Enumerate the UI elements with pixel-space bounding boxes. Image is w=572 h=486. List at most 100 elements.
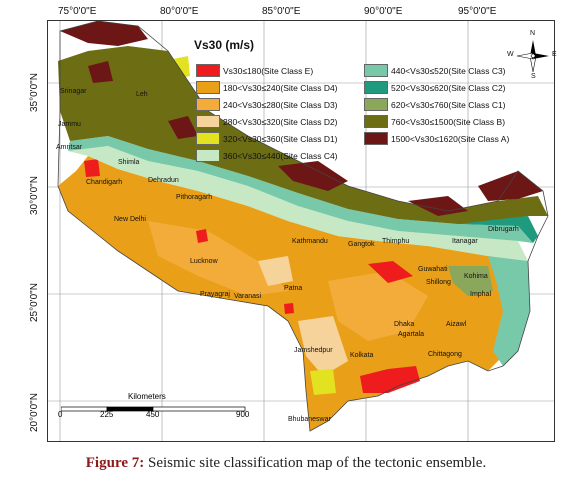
map-frame: Srinagar Leh Jammu Amritsar Shimla Chand… [47, 20, 555, 442]
region-c3-ne [488, 256, 530, 366]
city-amritsar: Amritsar [56, 144, 83, 151]
legend-label: 1500<Vs30≤1620(Site Class A) [391, 133, 510, 144]
region-e-punjab [84, 159, 100, 177]
legend-label: 440<Vs30≤520(Site Class C3) [391, 65, 506, 76]
legend-label: 320<Vs30≤360(Site Class D1) [223, 133, 338, 144]
legend-item-e: Vs30≤180(Site Class E) [196, 64, 313, 77]
city-itanagar: Itanagar [452, 238, 478, 245]
legend-swatch [364, 98, 388, 111]
legend-item-c2: 520<Vs30≤620(Site Class C2) [364, 81, 506, 94]
legend-label: 620<Vs30≤760(Site Class C1) [391, 99, 506, 110]
region-d4-plain [58, 156, 528, 431]
lat-label-30: 30°0'0"N [29, 176, 40, 215]
legend-item-c4: 360<Vs30≤440(Site Class C4) [196, 149, 338, 162]
city-patna: Patna [284, 285, 303, 292]
lat-label-25: 25°0'0"N [29, 283, 40, 322]
city-kohima: Kohima [464, 273, 488, 280]
legend-swatch [364, 115, 388, 128]
city-new-delhi: New Delhi [114, 216, 146, 223]
city-lucknow: Lucknow [190, 258, 218, 265]
region-e-delhi [196, 229, 208, 243]
legend-label: 520<Vs30≤620(Site Class C2) [391, 82, 506, 93]
region-d2 [298, 316, 348, 376]
region-b-himalaya [58, 46, 548, 224]
city-thimphu: Thimphu [382, 238, 410, 245]
legend-label: 280<Vs30≤320(Site Class D2) [223, 116, 338, 127]
legend-item-d4: 180<Vs30≤240(Site Class D4) [196, 81, 338, 94]
legend-swatch [364, 132, 388, 145]
lon-label-85: 85°0'0"E [262, 6, 301, 17]
city-shimla: Shimla [118, 159, 140, 166]
lon-label-80: 80°0'0"E [160, 6, 199, 17]
city-dibrugarh: Dibrugarh [488, 226, 519, 233]
region-a-himachal [168, 116, 198, 139]
scale-tick-450: 450 [146, 410, 160, 419]
city-kathmandu: Kathmandu [292, 238, 328, 245]
caption-label: Figure 7: [85, 455, 145, 471]
legend-label: 760<Vs30≤1500(Site Class B) [391, 116, 506, 127]
city-chandigarh: Chandigarh [86, 179, 123, 186]
scale-tick-900: 900 [236, 410, 250, 419]
compass-n: N [530, 30, 536, 37]
legend-swatch [364, 64, 388, 77]
region-e-bihar [284, 303, 294, 314]
legend-swatch [196, 64, 220, 77]
city-dhaka: Dhaka [394, 321, 415, 328]
city-prayagraj: Prayagraj [200, 291, 230, 298]
legend-swatch [196, 81, 220, 94]
legend-title: Vs30 (m/s) [194, 38, 255, 52]
city-kolkata: Kolkata [350, 352, 374, 359]
scale-title: Kilometers [128, 392, 166, 401]
city-chittagong: Chittagong [428, 351, 462, 358]
figure-caption: Figure 7: Seismic site classification ma… [0, 455, 572, 472]
legend-label: 180<Vs30≤240(Site Class D4) [223, 82, 338, 93]
lon-label-75: 75°0'0"E [58, 6, 97, 17]
lon-label-90: 90°0'0"E [364, 6, 403, 17]
lat-label-20: 20°0'0"N [29, 393, 40, 432]
legend-label: 360<Vs30≤440(Site Class C4) [223, 150, 338, 161]
compass-s: S [531, 73, 536, 80]
lon-label-95: 95°0'0"E [458, 6, 497, 17]
region-d1 [310, 369, 336, 395]
city-varanasi: Varanasi [234, 293, 262, 300]
city-shillong: Shillong [426, 279, 451, 286]
city-jamshedpur: Jamshedpur [294, 347, 333, 354]
region-d3 [148, 221, 288, 296]
caption-text: Seismic site classification map of the t… [144, 455, 487, 471]
legend-item-a: 1500<Vs30≤1620(Site Class A) [364, 132, 509, 145]
city-leh: Leh [136, 91, 148, 98]
city-guwahati: Guwahati [418, 266, 448, 273]
legend-item-c3: 440<Vs30≤520(Site Class C3) [364, 64, 506, 77]
legend-item-d3: 240<Vs30≤280(Site Class D3) [196, 98, 338, 111]
region-c1 [448, 266, 493, 296]
city-bhubaneswar: Bhubaneswar [288, 416, 331, 423]
legend-item-d1: 320<Vs30≤360(Site Class D1) [196, 132, 338, 145]
legend-swatch [364, 81, 388, 94]
region-d2-b [258, 256, 293, 286]
legend-label: 240<Vs30≤280(Site Class D3) [223, 99, 338, 110]
region-c3 [68, 136, 533, 243]
scale-bar [61, 406, 246, 412]
scale-tick-0: 0 [58, 410, 63, 419]
legend-swatch [196, 132, 220, 145]
city-pithoragarh: Pithoragarh [176, 194, 213, 201]
region-a-bhutan [408, 196, 468, 216]
city-jammu: Jammu [58, 121, 81, 128]
legend-item-c1: 620<Vs30≤760(Site Class C1) [364, 98, 506, 111]
legend-swatch [196, 98, 220, 111]
city-aizawl: Aizawl [446, 321, 467, 328]
city-srinagar: Srinagar [60, 88, 87, 95]
legend-item-d2: 280<Vs30≤320(Site Class D2) [196, 115, 338, 128]
city-agartala: Agartala [398, 331, 425, 338]
legend-swatch [196, 115, 220, 128]
region-d3-east [328, 271, 428, 341]
city-gangtok: Gangtok [348, 241, 375, 248]
map-outline [57, 21, 549, 432]
map-area [48, 21, 554, 441]
region-a-nepal [278, 161, 348, 191]
region-a-kashmir [88, 61, 113, 83]
legend-swatch [196, 149, 220, 162]
region-a-arunachal [478, 171, 543, 201]
compass-e: E [552, 51, 557, 58]
region-a-karakoram [60, 21, 148, 46]
